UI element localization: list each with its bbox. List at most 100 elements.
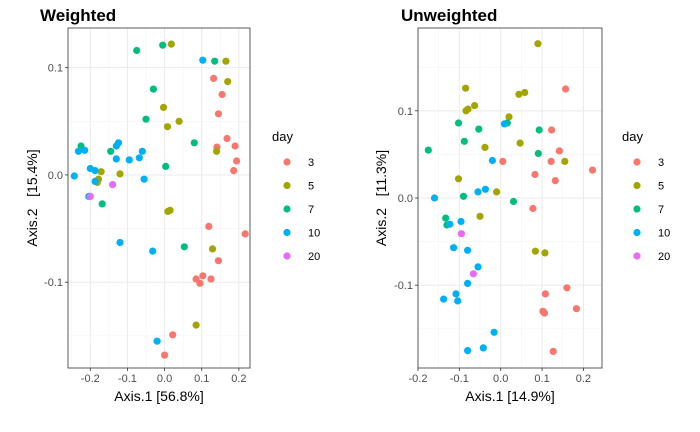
y-tick-label: 0.0	[398, 193, 413, 205]
data-point-day-5	[541, 249, 549, 257]
data-point-day-10	[199, 56, 207, 64]
x-tick-label: -0.2	[81, 373, 100, 385]
legend-label: 20	[658, 251, 670, 263]
legend-key-day-20	[283, 252, 291, 260]
data-point-day-5	[476, 212, 484, 220]
legend-label: 5	[308, 181, 314, 193]
legend-key-day-7	[633, 205, 641, 213]
data-point-day-10	[500, 120, 508, 128]
data-point-day-20	[86, 192, 94, 200]
legend-key-day-10	[283, 228, 291, 237]
data-point-day-10	[474, 263, 482, 271]
data-point-day-3	[572, 305, 581, 313]
legend-key-day-5	[633, 181, 641, 190]
legend-key-day-10	[633, 228, 641, 237]
legend-key-day-3	[283, 158, 291, 166]
legend-label: 3	[308, 157, 314, 169]
data-point-day-5	[166, 206, 174, 214]
data-point-day-7	[190, 139, 198, 147]
data-point-day-10	[135, 154, 143, 162]
data-point-day-3	[551, 177, 559, 185]
x-tick-label: 0.0	[157, 373, 172, 385]
y-tick-label: -0.1	[44, 277, 63, 289]
legend-label: 10	[308, 228, 320, 240]
scatter-panel-2: -0.2 -0.1 0.0 0.1 0.2 -0.1 0.0 0.1 Unweighted Axi…	[373, 6, 670, 404]
data-point-day-7	[509, 197, 518, 206]
data-point-day-3	[214, 257, 222, 265]
legend-label: 5	[658, 181, 664, 193]
x-tick-label: -0.1	[450, 373, 469, 385]
data-point-day-3	[210, 74, 218, 82]
legend: day 3 5 7 10 20	[622, 129, 670, 263]
data-point-day-10	[81, 146, 89, 154]
legend: day 3 5 7 10 20	[272, 129, 320, 263]
data-point-day-10	[70, 172, 78, 180]
x-axis-label: Axis.1 [14.9%]	[465, 388, 555, 404]
legend-key-day-5	[283, 181, 291, 190]
legend-label: 7	[308, 204, 314, 216]
legend-title: day	[622, 129, 643, 144]
data-point-day-7	[424, 146, 432, 154]
data-point-day-10	[140, 175, 148, 183]
data-point-day-3	[549, 347, 557, 355]
data-point-day-20	[109, 181, 117, 189]
data-point-day-3	[161, 351, 169, 359]
data-point-day-10	[74, 147, 82, 155]
data-point-day-10	[149, 247, 157, 255]
data-point-day-3	[207, 275, 215, 283]
data-point-day-5	[481, 143, 489, 151]
data-point-day-10	[125, 156, 133, 164]
data-point-day-10	[430, 194, 439, 202]
data-point-day-10	[452, 290, 460, 298]
data-point-day-5	[462, 84, 470, 92]
data-point-day-3	[563, 284, 571, 292]
y-axis-label: Axis.2 [15.4%]	[24, 149, 40, 246]
x-tick-label: 0.0	[493, 373, 508, 385]
data-point-day-7	[534, 149, 542, 158]
data-point-day-5	[222, 57, 230, 65]
data-point-day-7	[535, 126, 543, 134]
data-point-day-7	[442, 214, 450, 222]
x-tick-label: 0.1	[534, 373, 549, 385]
data-point-day-5	[213, 147, 221, 155]
legend-title: day	[272, 129, 293, 144]
data-point-day-5	[97, 168, 105, 176]
data-point-day-5	[163, 123, 172, 131]
data-point-day-3	[233, 157, 241, 165]
data-point-day-5	[534, 40, 542, 48]
data-point-day-3	[218, 90, 226, 99]
data-point-day-5	[208, 245, 217, 253]
data-point-day-10	[464, 279, 472, 287]
legend-key-day-3	[633, 158, 641, 166]
legend-label: 10	[658, 228, 670, 240]
data-point-day-3	[547, 157, 555, 165]
y-tick-label: 0.0	[48, 170, 63, 182]
data-point-day-7	[133, 46, 141, 55]
data-point-day-10	[464, 347, 472, 355]
data-point-day-3	[231, 142, 239, 150]
plot-title: Unweighted	[401, 6, 497, 25]
data-point-day-3	[230, 167, 238, 175]
y-tick-label: -0.1	[394, 280, 413, 292]
legend-label: 20	[308, 251, 320, 263]
data-point-day-10	[91, 177, 99, 185]
data-point-day-5	[175, 117, 183, 125]
data-point-day-10	[479, 344, 487, 352]
data-point-day-5	[159, 103, 168, 111]
data-point-day-20	[469, 270, 477, 278]
data-point-day-7	[107, 147, 115, 155]
legend-label: 7	[658, 204, 664, 216]
panel-border	[67, 27, 251, 369]
data-point-day-5	[192, 321, 200, 329]
x-tick-label: -0.1	[118, 373, 137, 385]
data-point-day-3	[223, 134, 231, 143]
data-point-day-5	[471, 102, 479, 110]
x-tick-label: 0.2	[576, 373, 591, 385]
data-point-day-5	[454, 175, 463, 183]
data-point-day-10	[116, 238, 124, 247]
data-point-day-10	[153, 337, 161, 345]
data-point-day-10	[454, 297, 462, 305]
data-point-day-3	[529, 204, 537, 213]
data-point-day-3	[241, 230, 249, 238]
data-point-day-7	[459, 192, 468, 200]
